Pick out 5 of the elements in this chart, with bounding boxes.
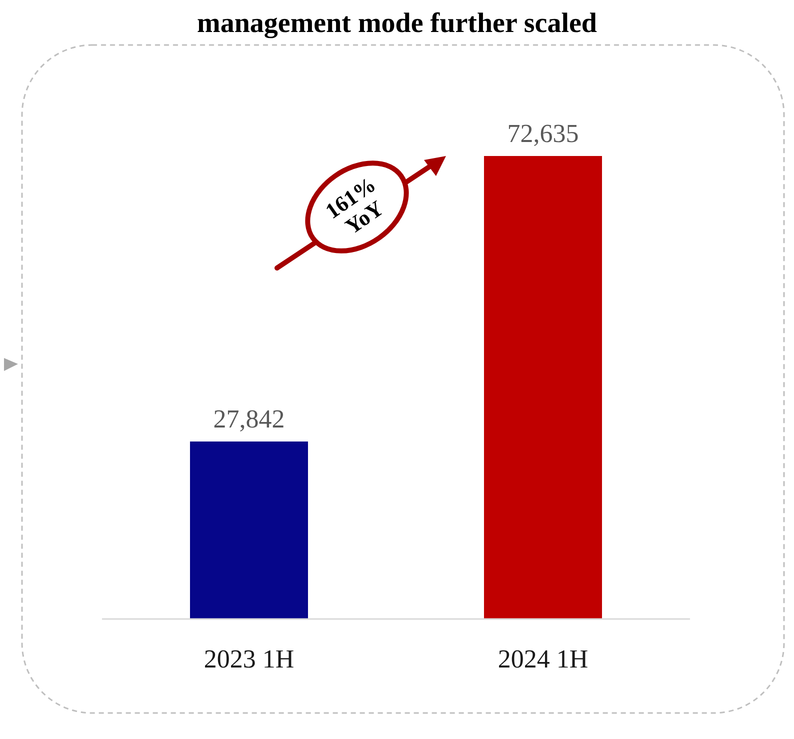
chart-title: management mode further scaled [189, 8, 605, 39]
x-tick-label: 2024 1H [498, 644, 588, 674]
x-tick-label: 2023 1H [204, 644, 294, 674]
data-label: 27,842 [213, 404, 285, 434]
data-label: 72,635 [507, 119, 579, 148]
